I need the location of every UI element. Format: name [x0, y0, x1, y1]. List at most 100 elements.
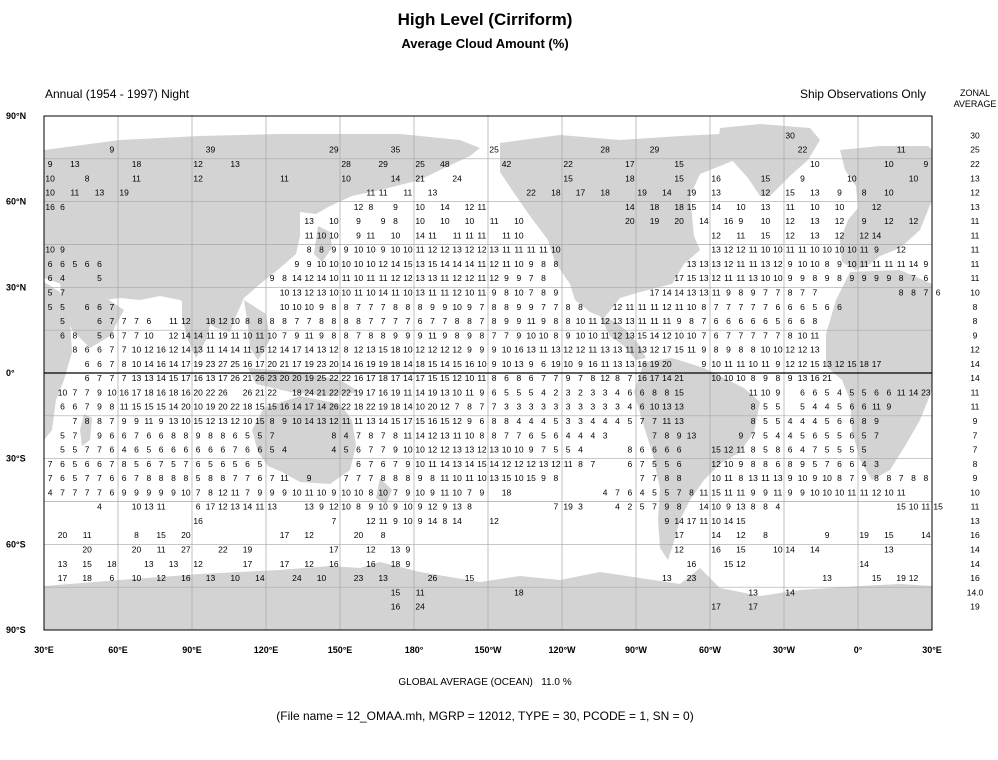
cell-value: 7: [109, 459, 114, 469]
cell-value: 11: [539, 345, 548, 355]
cell-value: 4: [627, 402, 632, 412]
cell-value: 13: [378, 573, 388, 583]
cell-value: 10: [132, 345, 142, 355]
cell-value: 12: [909, 573, 919, 583]
cell-value: 9: [800, 173, 805, 183]
cell-value: 17: [304, 402, 314, 412]
cell-value: 11: [860, 259, 869, 269]
cell-value: 8: [899, 287, 904, 297]
cell-value: 8: [492, 302, 497, 312]
cell-value: 9: [405, 487, 410, 497]
zonal-average-value: 10: [970, 287, 980, 297]
cell-value: 10: [329, 273, 339, 283]
cell-value: 7: [553, 302, 558, 312]
cell-value: 25: [317, 373, 327, 383]
cell-value: 8: [405, 473, 410, 483]
map-frame: [43, 115, 933, 631]
x-tick-label: 180°: [405, 645, 424, 655]
cell-value: 10: [181, 416, 191, 426]
cell-value: 7: [677, 487, 682, 497]
cell-value: 13: [132, 373, 142, 383]
cell-value: 10: [465, 373, 475, 383]
cell-value: 15: [169, 373, 179, 383]
cell-value: 10: [317, 230, 327, 240]
zonal-average-value: 13: [970, 516, 980, 526]
cell-value: 18: [82, 573, 92, 583]
cell-value: 10: [736, 373, 746, 383]
cell-value: 6: [196, 502, 201, 512]
cell-value: 8: [911, 287, 916, 297]
cell-value: 7: [763, 287, 768, 297]
cell-value: 21: [415, 173, 425, 183]
cell-value: 8: [467, 402, 472, 412]
cell-value: 4: [541, 416, 546, 426]
cell-value: 8: [516, 373, 521, 383]
cell-value: 15: [428, 359, 438, 369]
cell-value: 9: [307, 259, 312, 269]
cell-value: 7: [751, 302, 756, 312]
cell-value: 6: [109, 430, 114, 440]
cell-value: 9: [664, 516, 669, 526]
cell-value: 7: [97, 373, 102, 383]
cell-value: 19: [304, 359, 314, 369]
cell-value: 13: [662, 573, 672, 583]
cell-value: 21: [317, 387, 327, 397]
cell-value: 11: [465, 387, 474, 397]
cell-value: 10: [329, 259, 339, 269]
cell-value: 8: [862, 416, 867, 426]
cell-value: 9: [874, 245, 879, 255]
cell-value: 13: [539, 459, 549, 469]
cell-value: 6: [849, 402, 854, 412]
cell-value: 7: [381, 316, 386, 326]
cell-value: 15: [428, 373, 438, 383]
cell-value: 9: [800, 459, 805, 469]
cell-value: 14: [872, 230, 882, 240]
cell-value: 6: [812, 430, 817, 440]
cell-value: 7: [652, 502, 657, 512]
cell-value: 9: [307, 473, 312, 483]
cell-value: 12: [304, 273, 314, 283]
cell-value: 9: [763, 487, 768, 497]
cell-value: 6: [775, 459, 780, 469]
cell-value: 10: [761, 216, 771, 226]
cell-value: 6: [627, 387, 632, 397]
cell-value: 11: [243, 345, 252, 355]
cell-value: 13: [267, 502, 277, 512]
cell-value: 7: [553, 502, 558, 512]
cell-value: 5: [763, 416, 768, 426]
cell-value: 5: [97, 330, 102, 340]
cell-value: 10: [736, 202, 746, 212]
cell-value: 10: [674, 330, 684, 340]
cell-value: 12: [440, 345, 450, 355]
cell-value: 12: [465, 202, 475, 212]
cell-value: 11: [736, 259, 745, 269]
cell-value: 7: [109, 302, 114, 312]
cell-value: 10: [514, 287, 524, 297]
cell-value: 14: [230, 345, 240, 355]
cell-value: 7: [331, 516, 336, 526]
cell-value: 11: [280, 173, 289, 183]
cell-value: 4: [603, 416, 608, 426]
cell-value: 9: [800, 273, 805, 283]
cell-value: 14: [415, 387, 425, 397]
cell-value: 19: [378, 402, 388, 412]
cell-value: 3: [615, 402, 620, 412]
cell-value: 11: [699, 487, 708, 497]
cell-value: 13: [662, 402, 672, 412]
land-eurasia: [840, 146, 932, 270]
cell-value: 3: [566, 402, 571, 412]
cell-value: 10: [415, 402, 425, 412]
cell-value: 9: [109, 145, 114, 155]
cell-value: 15: [736, 544, 746, 554]
cell-value: 10: [403, 245, 413, 255]
cell-value: 9: [701, 345, 706, 355]
cell-value: 13: [70, 159, 80, 169]
cell-value: 6: [788, 316, 793, 326]
cell-value: 12: [711, 273, 721, 283]
cell-value: 11: [83, 530, 92, 540]
cell-value: 12: [465, 273, 475, 283]
cell-value: 8: [886, 473, 891, 483]
cell-value: 5: [344, 445, 349, 455]
cell-value: 8: [751, 373, 756, 383]
cell-value: 9: [738, 430, 743, 440]
